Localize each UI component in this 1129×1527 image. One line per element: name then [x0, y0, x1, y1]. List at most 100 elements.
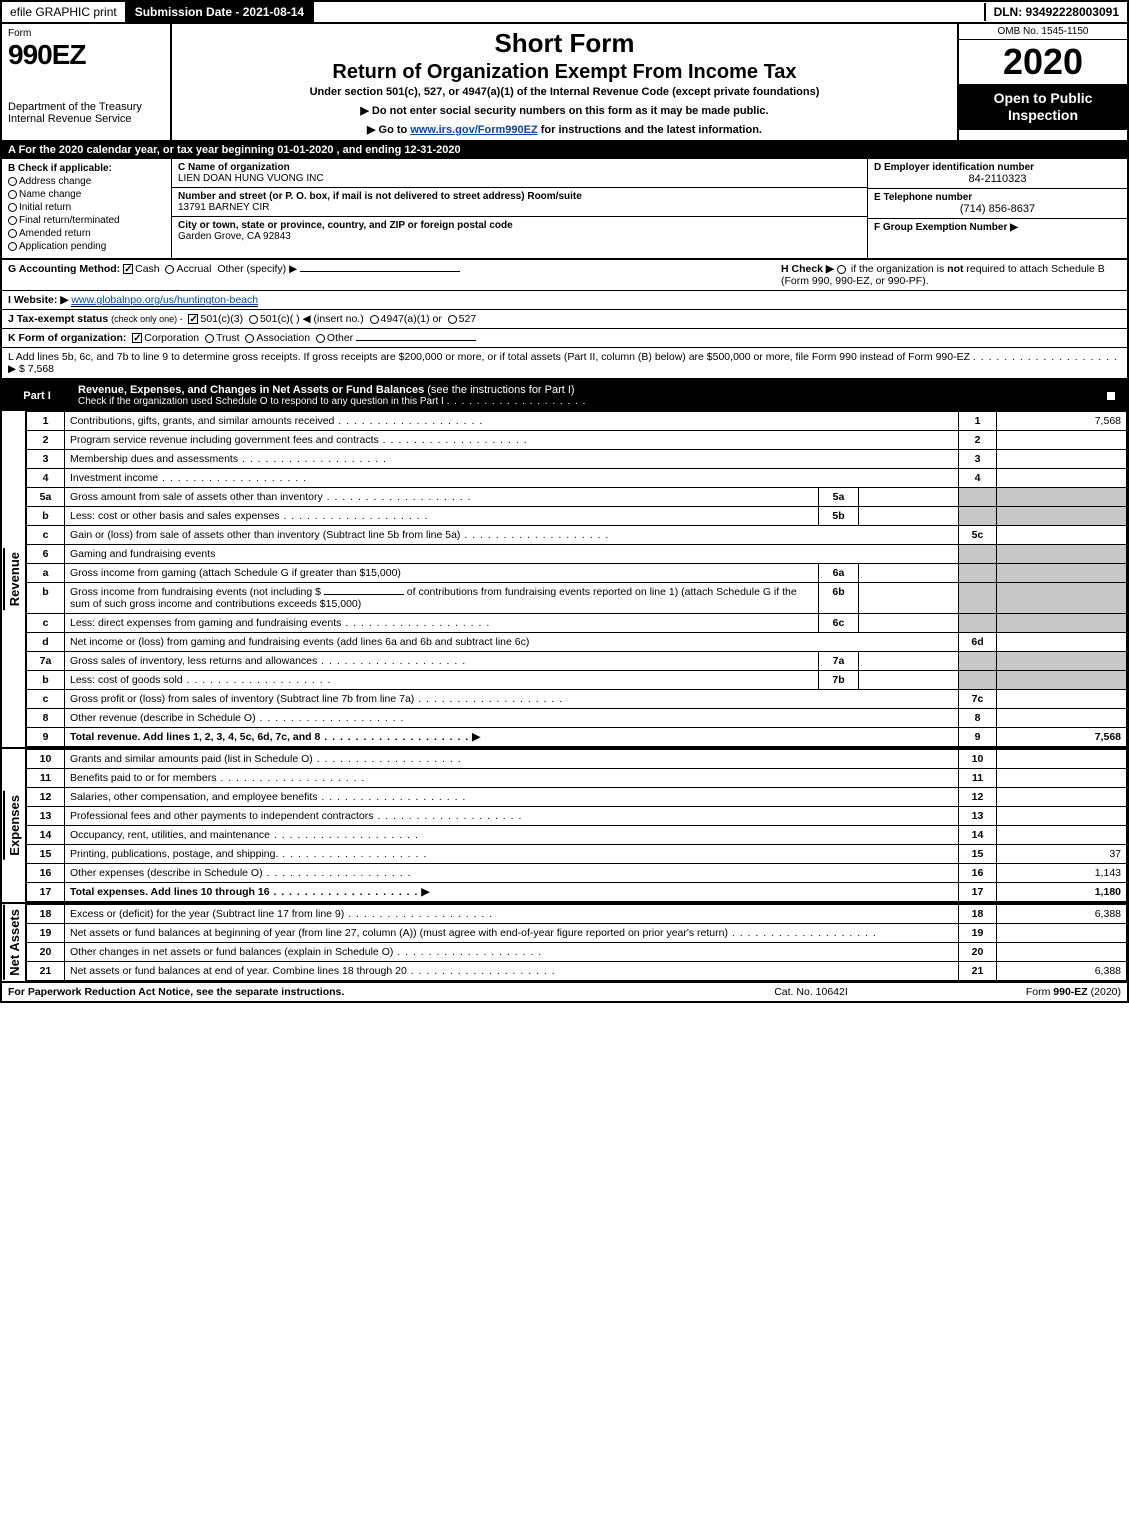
line-19-num: 19 [27, 924, 65, 943]
expenses-section: Expenses 10Grants and similar amounts pa… [2, 749, 1127, 904]
expenses-table: 10Grants and similar amounts paid (list … [26, 749, 1127, 902]
dots-icon [379, 434, 528, 446]
chk-cash[interactable] [123, 264, 133, 274]
line-6b: b Gross income from fundraising events (… [27, 583, 1127, 614]
header-left: Form 990EZ Department of the Treasury In… [2, 24, 172, 140]
chk-other-org[interactable] [316, 334, 325, 343]
dots-icon [973, 351, 1118, 363]
chk-501c[interactable] [249, 315, 258, 324]
form-990ez-page: efile GRAPHIC print Submission Date - 20… [0, 0, 1129, 1003]
line-3-text: Membership dues and assessments [70, 453, 238, 465]
chk-association[interactable] [245, 334, 254, 343]
chk-address-change[interactable]: Address change [8, 176, 165, 187]
line-16-num: 16 [27, 864, 65, 883]
part-1-schedule-o-check[interactable] [1097, 390, 1127, 402]
irs-link[interactable]: www.irs.gov/Form990EZ [410, 124, 537, 136]
line-3-col: 3 [959, 450, 997, 469]
dept-treasury: Department of the Treasury [8, 101, 164, 113]
line-11-num: 11 [27, 769, 65, 788]
line-5a-num: 5a [27, 488, 65, 507]
line-16-col: 16 [959, 864, 997, 883]
ssn-warning: ▶ Do not enter social security numbers o… [180, 104, 949, 117]
dots-icon [280, 510, 429, 522]
street-label: Number and street (or P. O. box, if mail… [178, 191, 582, 202]
dots-icon [728, 927, 877, 939]
other-org-input[interactable] [356, 340, 476, 341]
grey-cell [997, 583, 1127, 614]
line-17: 17Total expenses. Add lines 10 through 1… [27, 883, 1127, 902]
line-12-amount [997, 788, 1127, 807]
line-20-amount [997, 943, 1127, 962]
line-6b-blank[interactable] [324, 594, 404, 595]
line-7c-amount [997, 690, 1127, 709]
line-8-num: 8 [27, 709, 65, 728]
chk-final-return[interactable]: Final return/terminated [8, 215, 165, 226]
line-4-amount [997, 469, 1127, 488]
form-ref-year: (2020) [1091, 986, 1121, 998]
line-5c-text: Gain or (loss) from sale of assets other… [70, 529, 460, 541]
chk-schedule-b-not-required[interactable] [837, 265, 846, 274]
line-5b-text: Less: cost or other basis and sales expe… [70, 510, 280, 522]
chk-amended-return[interactable]: Amended return [8, 228, 165, 239]
website-link[interactable]: www.globalnpo.org/us/huntington-beach [71, 294, 258, 307]
other-specify-input[interactable] [300, 271, 460, 272]
grey-cell [959, 583, 997, 614]
chk-accrual[interactable] [165, 265, 174, 274]
line-7b: b Less: cost of goods sold 7b [27, 671, 1127, 690]
line-18: 18Excess or (deficit) for the year (Subt… [27, 905, 1127, 924]
revenue-label: Revenue [3, 548, 24, 610]
opt-other-org: Other [327, 332, 353, 344]
line-17-num: 17 [27, 883, 65, 902]
line-14-col: 14 [959, 826, 997, 845]
line-5a: 5a Gross amount from sale of assets othe… [27, 488, 1127, 507]
line-21-num: 21 [27, 962, 65, 981]
line-6b-num: b [27, 583, 65, 614]
dots-icon [270, 829, 419, 841]
line-7b-text: Less: cost of goods sold [70, 674, 183, 686]
title-return: Return of Organization Exempt From Incom… [180, 61, 949, 84]
chk-name-change[interactable]: Name change [8, 189, 165, 200]
line-16: 16Other expenses (describe in Schedule O… [27, 864, 1127, 883]
dots-icon [460, 529, 609, 541]
ein-value: 84-2110323 [874, 173, 1121, 185]
chk-527[interactable] [448, 315, 457, 324]
line-6b-text-pre: Gross income from fundraising events (no… [70, 586, 324, 598]
line-11: 11Benefits paid to or for members11 [27, 769, 1127, 788]
grey-cell [997, 652, 1127, 671]
chk-trust[interactable] [205, 334, 214, 343]
line-14-text: Occupancy, rent, utilities, and maintena… [70, 829, 270, 841]
line-21-amount: 6,388 [997, 962, 1127, 981]
chk-initial-return[interactable]: Initial return [8, 202, 165, 213]
chk-accrual-label: Accrual [176, 263, 211, 275]
line-6d-text: Net income or (loss) from gaming and fun… [70, 636, 529, 648]
form-header: Form 990EZ Department of the Treasury In… [2, 24, 1127, 142]
line-7c-text: Gross profit or (loss) from sales of inv… [70, 693, 414, 705]
line-h-label: H Check ▶ [781, 263, 834, 275]
chk-corporation[interactable] [132, 333, 142, 343]
line-7c-num: c [27, 690, 65, 709]
line-2-num: 2 [27, 431, 65, 450]
submission-date: Submission Date - 2021-08-14 [127, 2, 314, 22]
line-h-not: not [947, 263, 963, 275]
line-5c-amount [997, 526, 1127, 545]
line-20: 20Other changes in net assets or fund ba… [27, 943, 1127, 962]
line-13-col: 13 [959, 807, 997, 826]
chk-501c3[interactable] [188, 314, 198, 324]
efile-graphic-print[interactable]: efile GRAPHIC print [2, 2, 127, 22]
line-15-num: 15 [27, 845, 65, 864]
line-6a-sub: 6a [819, 564, 859, 583]
city-label: City or town, state or province, country… [178, 220, 513, 231]
open-to-public: Open to Public Inspection [959, 84, 1127, 130]
arrow-icon [469, 731, 480, 743]
line-5c-col: 5c [959, 526, 997, 545]
chk-4947a1[interactable] [370, 315, 379, 324]
grey-cell [997, 671, 1127, 690]
line-8: 8 Other revenue (describe in Schedule O)… [27, 709, 1127, 728]
chk-application-pending[interactable]: Application pending [8, 241, 165, 252]
phone-label: E Telephone number [874, 192, 972, 203]
line-11-text: Benefits paid to or for members [70, 772, 216, 784]
page-footer: For Paperwork Reduction Act Notice, see … [2, 983, 1127, 1001]
line-16-amount: 1,143 [997, 864, 1127, 883]
grey-cell [997, 545, 1127, 564]
dots-icon [317, 655, 466, 667]
